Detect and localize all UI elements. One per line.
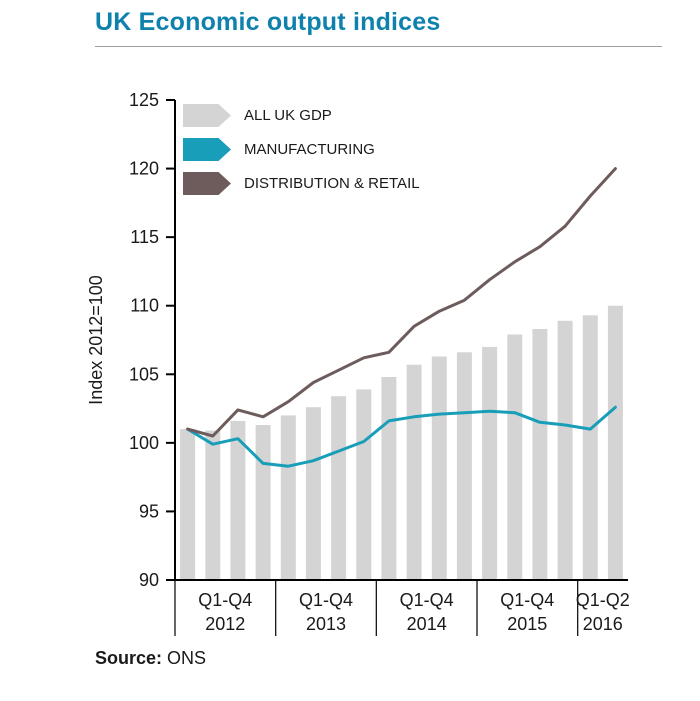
y-tick-label: 105 — [129, 364, 159, 384]
y-tick-label: 90 — [139, 570, 159, 590]
legend-item-manufacturing: MANUFACTURING — [183, 138, 420, 161]
chart-legend: ALL UK GDP MANUFACTURING DISTRIBUTION & … — [183, 104, 420, 195]
bar-all-uk-gdp — [482, 346, 498, 580]
bar-all-uk-gdp — [356, 389, 372, 580]
bar-all-uk-gdp — [406, 364, 422, 580]
bar-all-uk-gdp — [205, 430, 221, 580]
y-tick-label: 115 — [130, 227, 159, 247]
y-tick-label: 100 — [129, 433, 159, 453]
bar-all-uk-gdp — [557, 320, 573, 580]
bar-all-uk-gdp — [607, 305, 623, 580]
bar-all-uk-gdp — [431, 356, 447, 580]
bar-all-uk-gdp — [331, 396, 347, 580]
bar-all-uk-gdp — [305, 407, 321, 580]
x-group-label: Q1-Q4 — [299, 590, 353, 610]
x-group-label: Q1-Q4 — [500, 590, 554, 610]
bar-all-uk-gdp — [230, 420, 246, 580]
bar-all-uk-gdp — [456, 352, 472, 580]
y-tick-label: 120 — [129, 159, 159, 179]
x-group-label: Q1-Q4 — [400, 590, 454, 610]
legend-swatch-all-uk-gdp — [183, 104, 231, 127]
bar-all-uk-gdp — [255, 425, 271, 580]
x-group-year: 2013 — [306, 614, 346, 634]
source-value: ONS — [167, 648, 207, 668]
legend-label-all-uk-gdp: ALL UK GDP — [244, 107, 332, 124]
line-distribution-retail — [186, 167, 617, 438]
source-line: Source: ONS — [95, 648, 206, 669]
x-group-year: 2015 — [507, 614, 547, 634]
legend-swatch-manufacturing — [183, 138, 231, 161]
bar-all-uk-gdp — [507, 334, 523, 580]
y-tick-label: 125 — [129, 90, 159, 110]
x-group-label: Q1-Q4 — [198, 590, 252, 610]
bar-all-uk-gdp — [180, 429, 196, 580]
legend-item-all-uk-gdp: ALL UK GDP — [183, 104, 420, 127]
legend-swatch-distribution-retail — [183, 172, 231, 195]
page-title: UK Economic output indices — [95, 8, 441, 36]
legend-label-manufacturing: MANUFACTURING — [244, 141, 375, 158]
bar-all-uk-gdp — [381, 377, 397, 580]
y-tick-label: 95 — [139, 501, 159, 521]
x-group-year: 2016 — [583, 614, 623, 634]
x-group-year: 2012 — [205, 614, 245, 634]
bar-all-uk-gdp — [582, 315, 598, 580]
legend-label-distribution-retail: DISTRIBUTION & RETAIL — [244, 175, 420, 192]
title-underline — [95, 46, 662, 47]
bar-all-uk-gdp — [280, 415, 296, 580]
legend-item-distribution-retail: DISTRIBUTION & RETAIL — [183, 172, 420, 195]
x-group-year: 2014 — [407, 614, 447, 634]
line-manufacturing — [186, 405, 617, 468]
source-label: Source: — [95, 648, 163, 668]
x-group-label: Q1-Q2 — [576, 590, 630, 610]
y-tick-label: 110 — [130, 296, 159, 316]
bar-all-uk-gdp — [532, 329, 548, 580]
y-axis-title: Index 2012=100 — [86, 275, 106, 405]
